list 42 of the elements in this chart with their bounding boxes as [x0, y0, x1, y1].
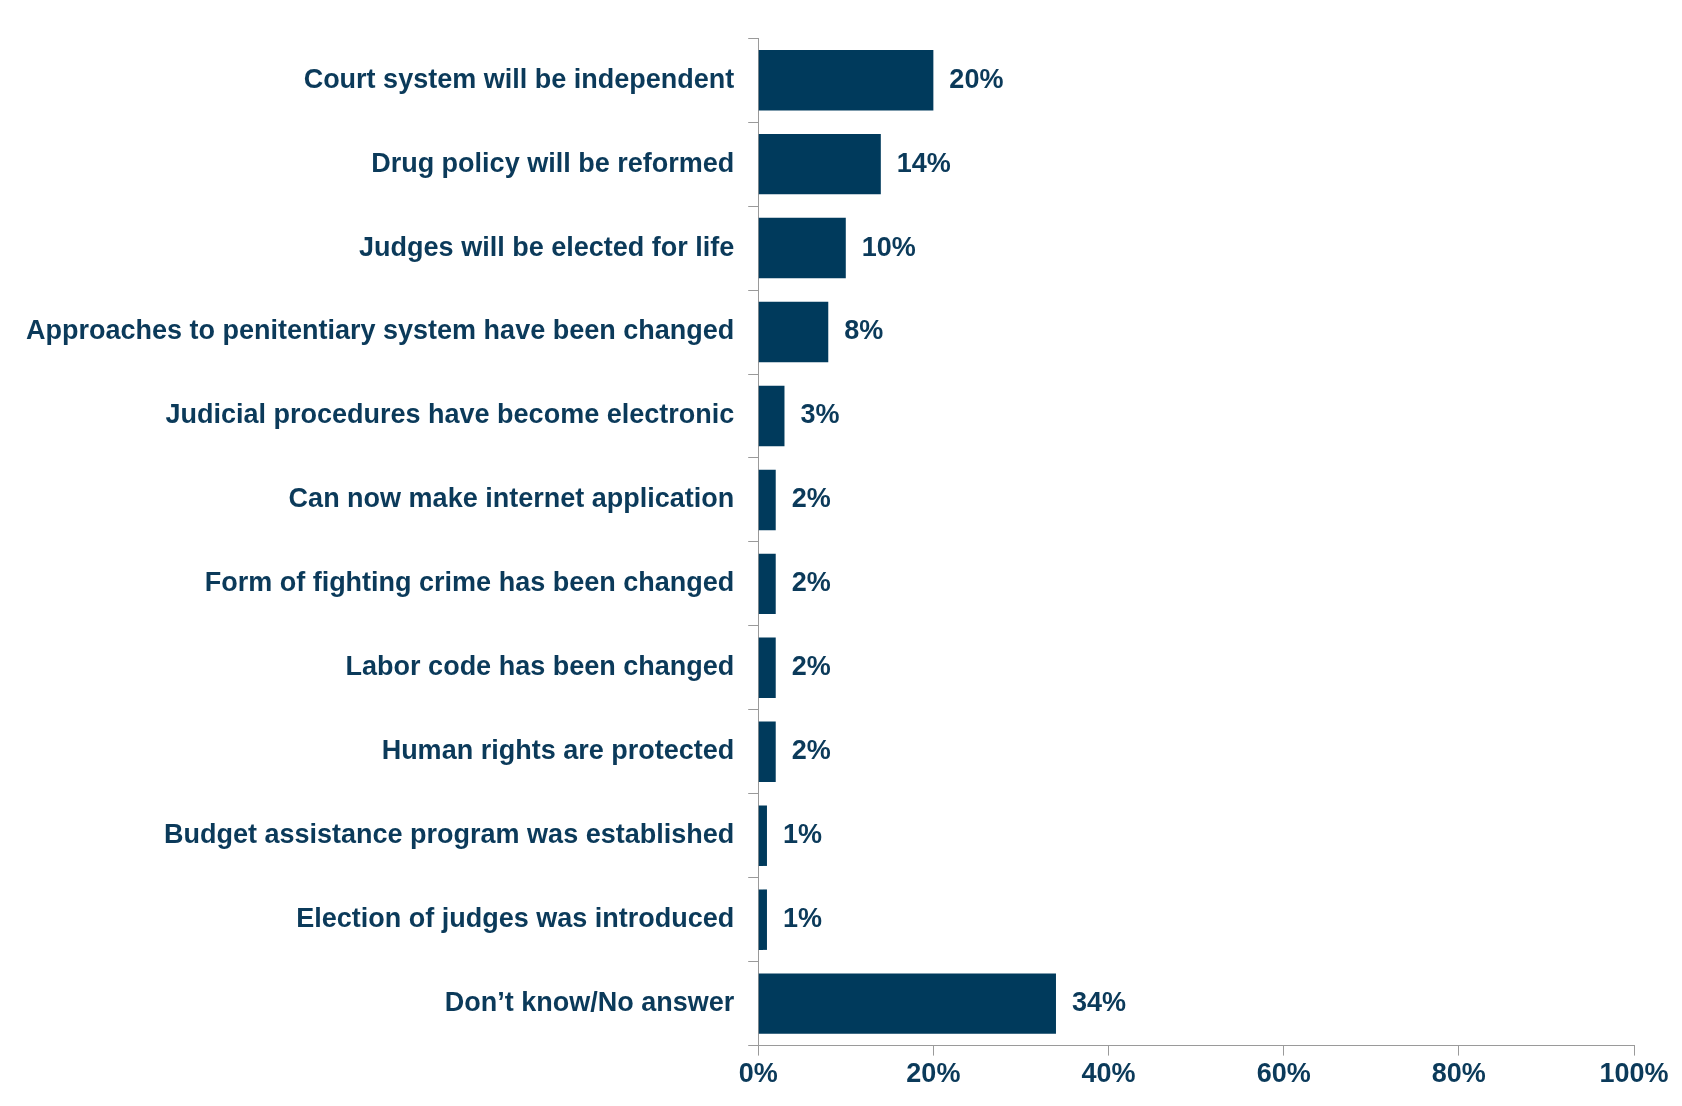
bar: [758, 301, 829, 363]
data-label: 8%: [844, 315, 884, 346]
bar: [758, 805, 767, 866]
y-tick-label: Can now make internet application: [288, 483, 735, 514]
data-label: 2%: [791, 735, 831, 766]
data-label: 34%: [1071, 987, 1127, 1018]
y-tick-label: Form of fighting crime has been changed: [204, 567, 735, 598]
x-tick-label: 20%: [906, 1058, 961, 1089]
data-label: 2%: [791, 483, 831, 514]
y-tick-label: Judicial procedures have become electronic: [165, 399, 735, 430]
bar: [758, 553, 776, 615]
y-tick-label: Drug policy will be reformed: [371, 147, 735, 178]
bar: [758, 889, 767, 950]
bar: [758, 637, 776, 699]
bar: [758, 385, 785, 447]
x-tick-label: 60%: [1256, 1058, 1311, 1089]
data-label: 2%: [791, 567, 831, 598]
y-tick-label: Budget assistance program was established: [164, 819, 735, 850]
bar: [758, 469, 776, 531]
data-label: 1%: [782, 819, 822, 850]
data-label: 14%: [896, 147, 951, 178]
bar: [758, 133, 881, 195]
data-label: 1%: [782, 903, 822, 934]
bar: [758, 217, 846, 279]
y-tick-label: Court system will be independent: [303, 63, 735, 94]
x-tick-label: 0%: [738, 1058, 778, 1089]
x-tick-label: 80%: [1431, 1058, 1486, 1089]
bar: [758, 49, 934, 111]
y-tick-label: Human rights are protected: [381, 735, 735, 766]
data-label: 2%: [791, 651, 831, 682]
data-label: 20%: [949, 63, 1004, 94]
bar: [758, 721, 776, 782]
x-tick-label: 100%: [1599, 1058, 1669, 1089]
data-label: 3%: [800, 399, 840, 430]
bar: [758, 973, 1056, 1034]
data-label: 10%: [861, 231, 916, 262]
y-tick-label: Election of judges was introduced: [296, 903, 735, 934]
y-tick-label: Judges will be elected for life: [359, 231, 735, 262]
y-tick-label: Don’t know/No answer: [444, 987, 735, 1018]
y-tick-label: Approaches to penitentiary system have been changed: [25, 315, 735, 346]
x-tick-label: 40%: [1081, 1058, 1136, 1089]
y-tick-label: Labor code has been changed: [345, 651, 735, 682]
